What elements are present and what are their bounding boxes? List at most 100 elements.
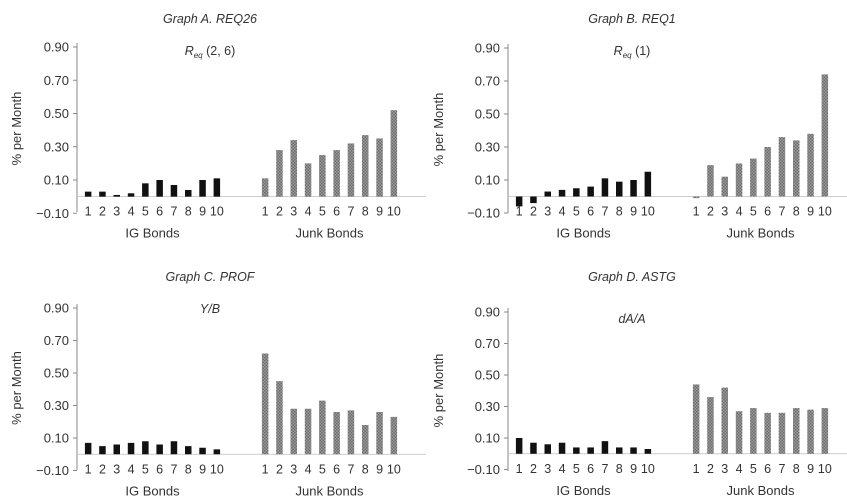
ig-bond-bar — [558, 442, 566, 454]
x-category-label: 1 — [85, 205, 92, 219]
x-category-label: 9 — [630, 462, 637, 476]
x-category-label: 2 — [99, 462, 106, 476]
x-category-label: 2 — [99, 205, 106, 219]
ig-bond-bar — [142, 183, 149, 197]
x-category-label: 6 — [156, 462, 163, 476]
x-group-label: Junk Bonds — [296, 226, 364, 241]
x-category-label: 5 — [573, 462, 580, 476]
x-category-label: 3 — [113, 205, 120, 219]
y-tick-label: 0.30 — [44, 398, 69, 413]
junk-bond-bar — [821, 408, 829, 454]
ig-bond-bar — [587, 186, 594, 197]
x-category-label: 7 — [170, 205, 177, 219]
y-axis-label: % per Month — [9, 351, 24, 425]
ig-bond-bar — [587, 447, 594, 454]
x-category-label: 1 — [262, 462, 269, 476]
x-category-label: 8 — [362, 462, 369, 476]
chart-panel-4: Graph D. ASTG dA/A % per Month 0.90 0.70 0.50… — [431, 270, 847, 498]
junk-bond-bar — [290, 140, 297, 197]
y-tick-label: 0.90 — [44, 301, 69, 316]
chart-title: Graph B. REQ1 — [588, 12, 676, 26]
ig-bond-bar — [530, 196, 537, 204]
x-category-label: 8 — [185, 462, 192, 476]
ig-bond-bar — [644, 449, 652, 454]
ig-bond-bar — [156, 180, 163, 197]
y-tick-label: 0.50 — [475, 107, 500, 122]
x-category-label: 2 — [530, 205, 537, 219]
junk-bond-bar — [319, 155, 326, 197]
ig-bond-bar — [170, 184, 178, 197]
x-category-label: 10 — [641, 462, 655, 476]
x-category-label: 5 — [142, 205, 149, 219]
chart-subtitle: Req (2, 6) — [185, 44, 236, 60]
junk-bond-bar — [304, 408, 312, 455]
ig-bond-bar — [544, 444, 551, 454]
ig-bond-bar — [199, 180, 206, 197]
junk-bond-bar — [692, 384, 700, 454]
y-tick-label: 0.90 — [44, 40, 69, 55]
junk-bond-bar — [721, 387, 728, 454]
ig-bond-bar — [199, 447, 206, 455]
x-category-label: 8 — [616, 205, 623, 219]
junk-bond-bar — [793, 140, 800, 197]
y-tick-label: 0.70 — [475, 336, 500, 351]
ig-bond-bar — [156, 444, 163, 455]
ig-bond-bar — [530, 442, 537, 454]
x-category-label: 8 — [616, 462, 623, 476]
x-category-label: 3 — [290, 462, 297, 476]
x-category-label: 3 — [544, 205, 551, 219]
junk-bond-bar — [319, 400, 326, 455]
x-category-label: 10 — [210, 462, 224, 476]
ig-bond-bar — [99, 191, 106, 197]
junk-bond-bar — [692, 196, 700, 199]
x-category-label: 10 — [387, 462, 401, 476]
y-tick-label: 0.30 — [475, 399, 500, 414]
junk-bond-bar — [721, 176, 728, 197]
y-tick-label: 0.50 — [44, 106, 69, 121]
ig-bond-bar — [185, 189, 192, 197]
x-category-label: 4 — [305, 205, 312, 219]
y-tick-label: 0.70 — [44, 333, 69, 348]
ig-bond-bar — [127, 442, 135, 455]
x-category-label: 5 — [750, 205, 757, 219]
junk-bond-bar — [807, 133, 814, 197]
junk-bond-bar — [764, 412, 771, 454]
subtitle-subscript: eq — [623, 51, 632, 60]
junk-bond-bar — [261, 178, 269, 197]
junk-bond-bar — [276, 381, 283, 455]
ig-bond-bar — [99, 446, 106, 455]
junk-bond-bar — [347, 410, 355, 455]
x-category-label: 6 — [587, 205, 594, 219]
junk-bond-bar — [750, 158, 757, 197]
ig-bond-bar — [515, 438, 523, 454]
x-category-label: 4 — [128, 462, 135, 476]
x-category-label: 4 — [559, 205, 566, 219]
chart-title: Graph D. ASTG — [588, 270, 676, 284]
ig-bond-bar — [142, 441, 149, 455]
ig-bond-bar — [616, 181, 623, 197]
x-category-label: 1 — [85, 462, 92, 476]
chart-panel-3: Graph C. PROF Y/B % per Month 0.90 0.70 0.50 0… — [9, 270, 426, 498]
x-category-label: 2 — [276, 205, 283, 219]
x-category-label: 9 — [630, 205, 637, 219]
x-category-label: 5 — [750, 462, 757, 476]
junk-bond-bar — [707, 397, 714, 454]
x-category-label: 8 — [793, 462, 800, 476]
y-tick-label: −0.10 — [467, 206, 500, 221]
x-category-label: 7 — [778, 205, 785, 219]
ig-bond-bar — [630, 180, 637, 197]
junk-bond-bar — [707, 165, 714, 197]
junk-bond-bar — [276, 150, 283, 197]
junk-bond-bar — [778, 412, 786, 454]
y-tick-label: 0.10 — [44, 431, 69, 446]
chart-panel-1: Graph A. REQ26 Req (2, 6) % per Month 0.90 0… — [9, 12, 426, 241]
x-category-label: 6 — [587, 462, 594, 476]
junk-bond-bar — [764, 147, 771, 197]
ig-bond-bar — [601, 178, 609, 197]
subtitle-rest: (2, 6) — [203, 44, 236, 58]
ig-bond-bar — [573, 188, 580, 197]
chart-title: Graph A. REQ26 — [163, 12, 257, 26]
y-tick-label: 0.70 — [44, 73, 69, 88]
junk-bond-bar — [376, 412, 383, 455]
junk-bond-bar — [390, 416, 398, 455]
